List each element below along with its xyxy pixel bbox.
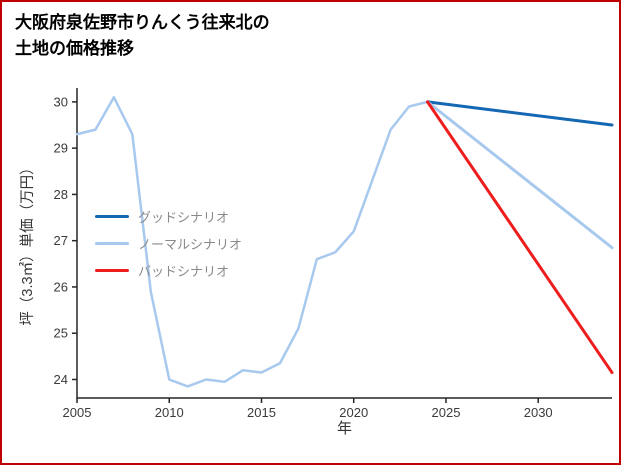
page-title: 大阪府泉佐野市りんくう往来北の 土地の価格推移 (15, 10, 270, 61)
x-tick-label: 2005 (63, 405, 92, 420)
legend-item-normal: ノーマルシナリオ (95, 230, 242, 257)
y-tick-label: 24 (54, 372, 68, 387)
x-tick-label: 2010 (155, 405, 184, 420)
legend-label: グッドシナリオ (138, 210, 230, 225)
y-tick-label: 29 (54, 141, 68, 156)
y-tick-label: 25 (54, 326, 68, 341)
x-axis-title: 年 (337, 420, 352, 437)
legend-item-bad: バッドシナリオ (95, 257, 242, 284)
chart-legend: グッドシナリオ ノーマルシナリオ バッドシナリオ (95, 203, 242, 284)
legend-item-good: グッドシナリオ (95, 203, 242, 230)
series-normal-line (426, 100, 614, 250)
x-tick-label: 2030 (524, 405, 553, 420)
series-good-line (426, 100, 614, 127)
legend-swatch-bad (95, 269, 129, 272)
y-tick-label: 26 (54, 279, 68, 294)
x-tick-label: 2025 (432, 405, 461, 420)
page-title-line2: 土地の価格推移 (15, 38, 134, 58)
series-history-line (75, 96, 429, 388)
legend-label: ノーマルシナリオ (138, 237, 243, 252)
legend-swatch-normal (95, 242, 129, 245)
series-bad-line (426, 100, 614, 375)
axis-lines (76, 88, 612, 399)
y-tick-label: 30 (54, 94, 68, 109)
page-title-line1: 大阪府泉佐野市りんくう往来北の (15, 13, 270, 32)
y-axis-title: 坪（3.3㎡）単価（万円） (19, 160, 36, 325)
y-tick-label: 27 (54, 233, 68, 248)
x-tick-label: 2020 (339, 405, 368, 420)
x-tick-label: 2015 (247, 405, 276, 420)
legend-label: バッドシナリオ (138, 264, 230, 279)
legend-swatch-good (95, 215, 129, 218)
y-tick-label: 28 (54, 187, 68, 202)
